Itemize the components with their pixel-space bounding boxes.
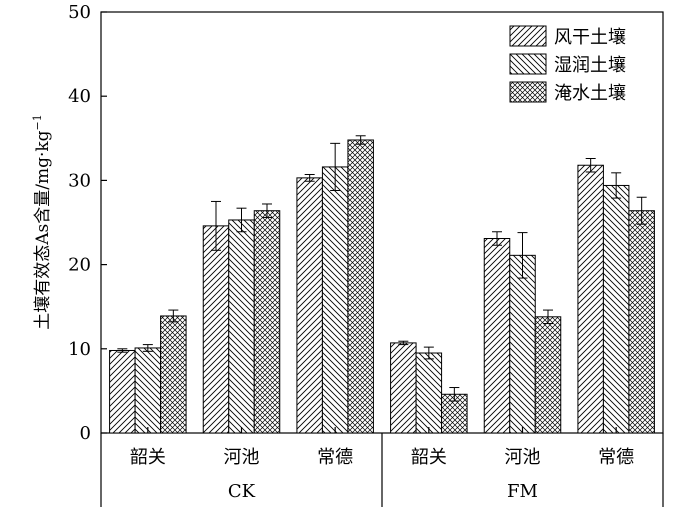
y-axis-label-superscript: −1 xyxy=(31,114,44,130)
legend-label: 风干土壤 xyxy=(554,27,626,48)
y-axis-label-main: 土壤有效态As含量/mg·kg xyxy=(32,130,53,329)
y-axis-label: 土壤有效态As含量/mg·kg−1 xyxy=(31,114,53,330)
bar xyxy=(415,352,443,434)
bar xyxy=(321,166,349,434)
legend-swatch xyxy=(509,53,547,75)
bar xyxy=(253,210,281,434)
bar xyxy=(483,237,511,434)
legend-label: 湿润土壤 xyxy=(554,55,626,76)
y-tick-label: 30 xyxy=(68,170,91,191)
bars xyxy=(109,139,655,434)
bar xyxy=(202,225,230,434)
bar xyxy=(228,219,255,434)
group-label: FM xyxy=(507,481,538,502)
bar xyxy=(160,315,187,434)
bar xyxy=(509,254,536,434)
category-label: 河池 xyxy=(224,447,260,468)
bar xyxy=(347,139,374,434)
group-label: CK xyxy=(228,481,256,502)
legend-swatch xyxy=(509,25,547,47)
bar xyxy=(628,210,655,434)
bar xyxy=(602,184,630,434)
y-axis: 0 10 20 30 40 50 xyxy=(68,2,107,444)
y-tick-label: 40 xyxy=(68,86,91,107)
bar xyxy=(534,316,562,434)
category-label: 韶关 xyxy=(130,447,166,468)
y-tick-label: 50 xyxy=(68,2,91,23)
category-label: 韶关 xyxy=(411,447,447,468)
bar xyxy=(109,349,136,434)
legend-swatch xyxy=(509,81,547,103)
error-bars xyxy=(117,135,647,402)
category-label: 常德 xyxy=(317,447,353,468)
bar xyxy=(134,347,162,434)
bar xyxy=(577,164,604,434)
category-label: 常德 xyxy=(598,447,634,468)
bar xyxy=(441,393,468,434)
y-tick-label: 20 xyxy=(68,255,91,276)
y-tick-label: 0 xyxy=(80,423,91,444)
bar xyxy=(296,177,323,434)
category-label: 河池 xyxy=(505,447,541,468)
x-axis: 韶关 河池 常德 韶关 河池 常德 CK FM xyxy=(100,427,664,507)
legend-label: 淹水土壤 xyxy=(554,83,626,104)
bar xyxy=(390,342,417,434)
y-tick-label: 10 xyxy=(68,339,91,360)
